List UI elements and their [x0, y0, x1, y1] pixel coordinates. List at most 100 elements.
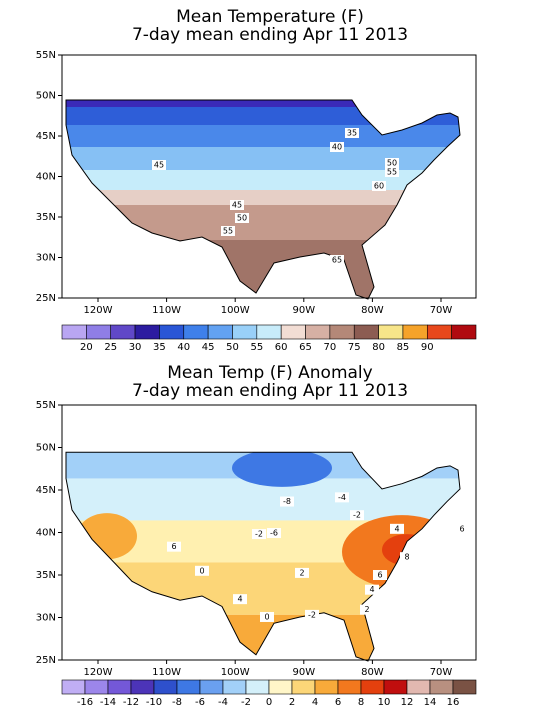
colorbar-label: 25 [104, 342, 117, 353]
contour-label-bg [385, 167, 399, 177]
shade-band [66, 452, 460, 453]
contour-label-bg [233, 594, 247, 605]
colorbar-box [280, 324, 306, 340]
colorbar-box [378, 324, 404, 340]
colorbar-box [305, 324, 331, 340]
contour-label-bg [330, 142, 344, 152]
colorbar-box [86, 324, 112, 340]
contour-label-bg [365, 584, 379, 595]
contour-label-bg [235, 213, 249, 223]
colorbar-box [61, 679, 86, 695]
contour-label: 50 [387, 159, 397, 168]
lat-label: 40N [36, 528, 56, 539]
contour-label: 8 [404, 553, 409, 562]
contour-label: 2 [299, 568, 304, 577]
shaded-region [66, 452, 460, 662]
contour-label: 40 [332, 143, 342, 152]
us-outline [66, 452, 460, 661]
colorbar-box [451, 324, 477, 340]
colorbar-label: 30 [129, 342, 142, 353]
colorbar-label: 8 [358, 697, 364, 708]
colorbar-label: 45 [202, 342, 215, 353]
colorbar-label: -2 [241, 697, 251, 708]
colorbar-box [245, 679, 270, 695]
contour-label: 4 [369, 585, 374, 594]
contour-label: 45 [154, 161, 164, 170]
lon-label: 90W [292, 305, 315, 316]
colorbar-box [134, 324, 160, 340]
colorbar-box [383, 679, 408, 695]
contour-label: -8 [283, 497, 291, 506]
lat-label: 35N [36, 212, 56, 223]
contour-label-bg [295, 567, 309, 578]
contour-label: 6 [377, 571, 382, 580]
map-subtitle: 7-day mean ending Apr 11 2013 [132, 381, 408, 401]
colorbar-label: 90 [421, 342, 434, 353]
colorbar-box [426, 324, 452, 340]
colorbar-label: 65 [299, 342, 312, 353]
colorbar-box [153, 679, 178, 695]
contour-label: -4 [338, 493, 346, 502]
lat-label: 25N [36, 655, 56, 666]
contour-label-bg [152, 160, 166, 170]
colorbar-label: 16 [447, 697, 460, 708]
contour-label-bg [385, 158, 399, 168]
shade-band [66, 205, 460, 240]
lon-label: 70W [430, 667, 453, 678]
colorbar-label: -6 [195, 697, 205, 708]
lon-label: 120W [84, 305, 113, 316]
contour-label: -2 [308, 610, 316, 619]
colorbar-box [268, 679, 293, 695]
colorbar-box [176, 679, 201, 695]
colorbar-label: 14 [424, 697, 437, 708]
map-fill [62, 55, 476, 315]
colorbar-label: -12 [123, 697, 139, 708]
contour-label-bg [305, 609, 319, 620]
lon-label: 90W [292, 667, 315, 678]
contour-label-bg [455, 523, 469, 534]
colorbar-box [61, 324, 87, 340]
colorbar-label: -16 [77, 697, 93, 708]
map-panel: Mean Temperature (F)7-day mean ending Ap… [36, 7, 477, 353]
colorbar-box [207, 324, 233, 340]
contour-label: -6 [270, 529, 278, 538]
shade-band [66, 147, 460, 170]
colorbar-label: 0 [266, 697, 272, 708]
contour-label: 0 [199, 566, 204, 575]
cold-north [232, 452, 332, 487]
colorbar-box [402, 324, 428, 340]
shaded-region [66, 100, 460, 299]
contour-label: 4 [237, 595, 242, 604]
contour-label-bg [400, 552, 414, 563]
shade-band [66, 125, 460, 147]
shade-band [66, 190, 460, 205]
contour-label-bg [221, 226, 235, 236]
colorbar-box [183, 324, 209, 340]
colorbar-label: -4 [218, 697, 228, 708]
shade-band [66, 240, 460, 299]
colorbar-box [159, 324, 185, 340]
lat-label: 40N [36, 172, 56, 183]
us-outline [66, 100, 460, 299]
lat-label: 45N [36, 131, 56, 142]
contour-label-bg [167, 541, 181, 552]
colorbar-box [452, 679, 477, 695]
colorbar-label: -10 [146, 697, 162, 708]
contour-label-bg [330, 255, 344, 265]
lon-label: 80W [361, 305, 384, 316]
lon-label: 80W [361, 667, 384, 678]
shade-band [66, 100, 460, 107]
colorbar-label: -14 [100, 697, 116, 708]
colorbar-box [84, 679, 109, 695]
contour-label-bg [360, 604, 374, 615]
contour-label-bg [280, 496, 294, 507]
contour-label-bg [373, 570, 387, 580]
colorbar-label: 20 [80, 342, 93, 353]
lat-label: 35N [36, 570, 56, 581]
map-subtitle: 7-day mean ending Apr 11 2013 [132, 25, 408, 45]
colorbar-box [199, 679, 224, 695]
colorbar-label: 4 [312, 697, 318, 708]
lat-label: 45N [36, 485, 56, 496]
